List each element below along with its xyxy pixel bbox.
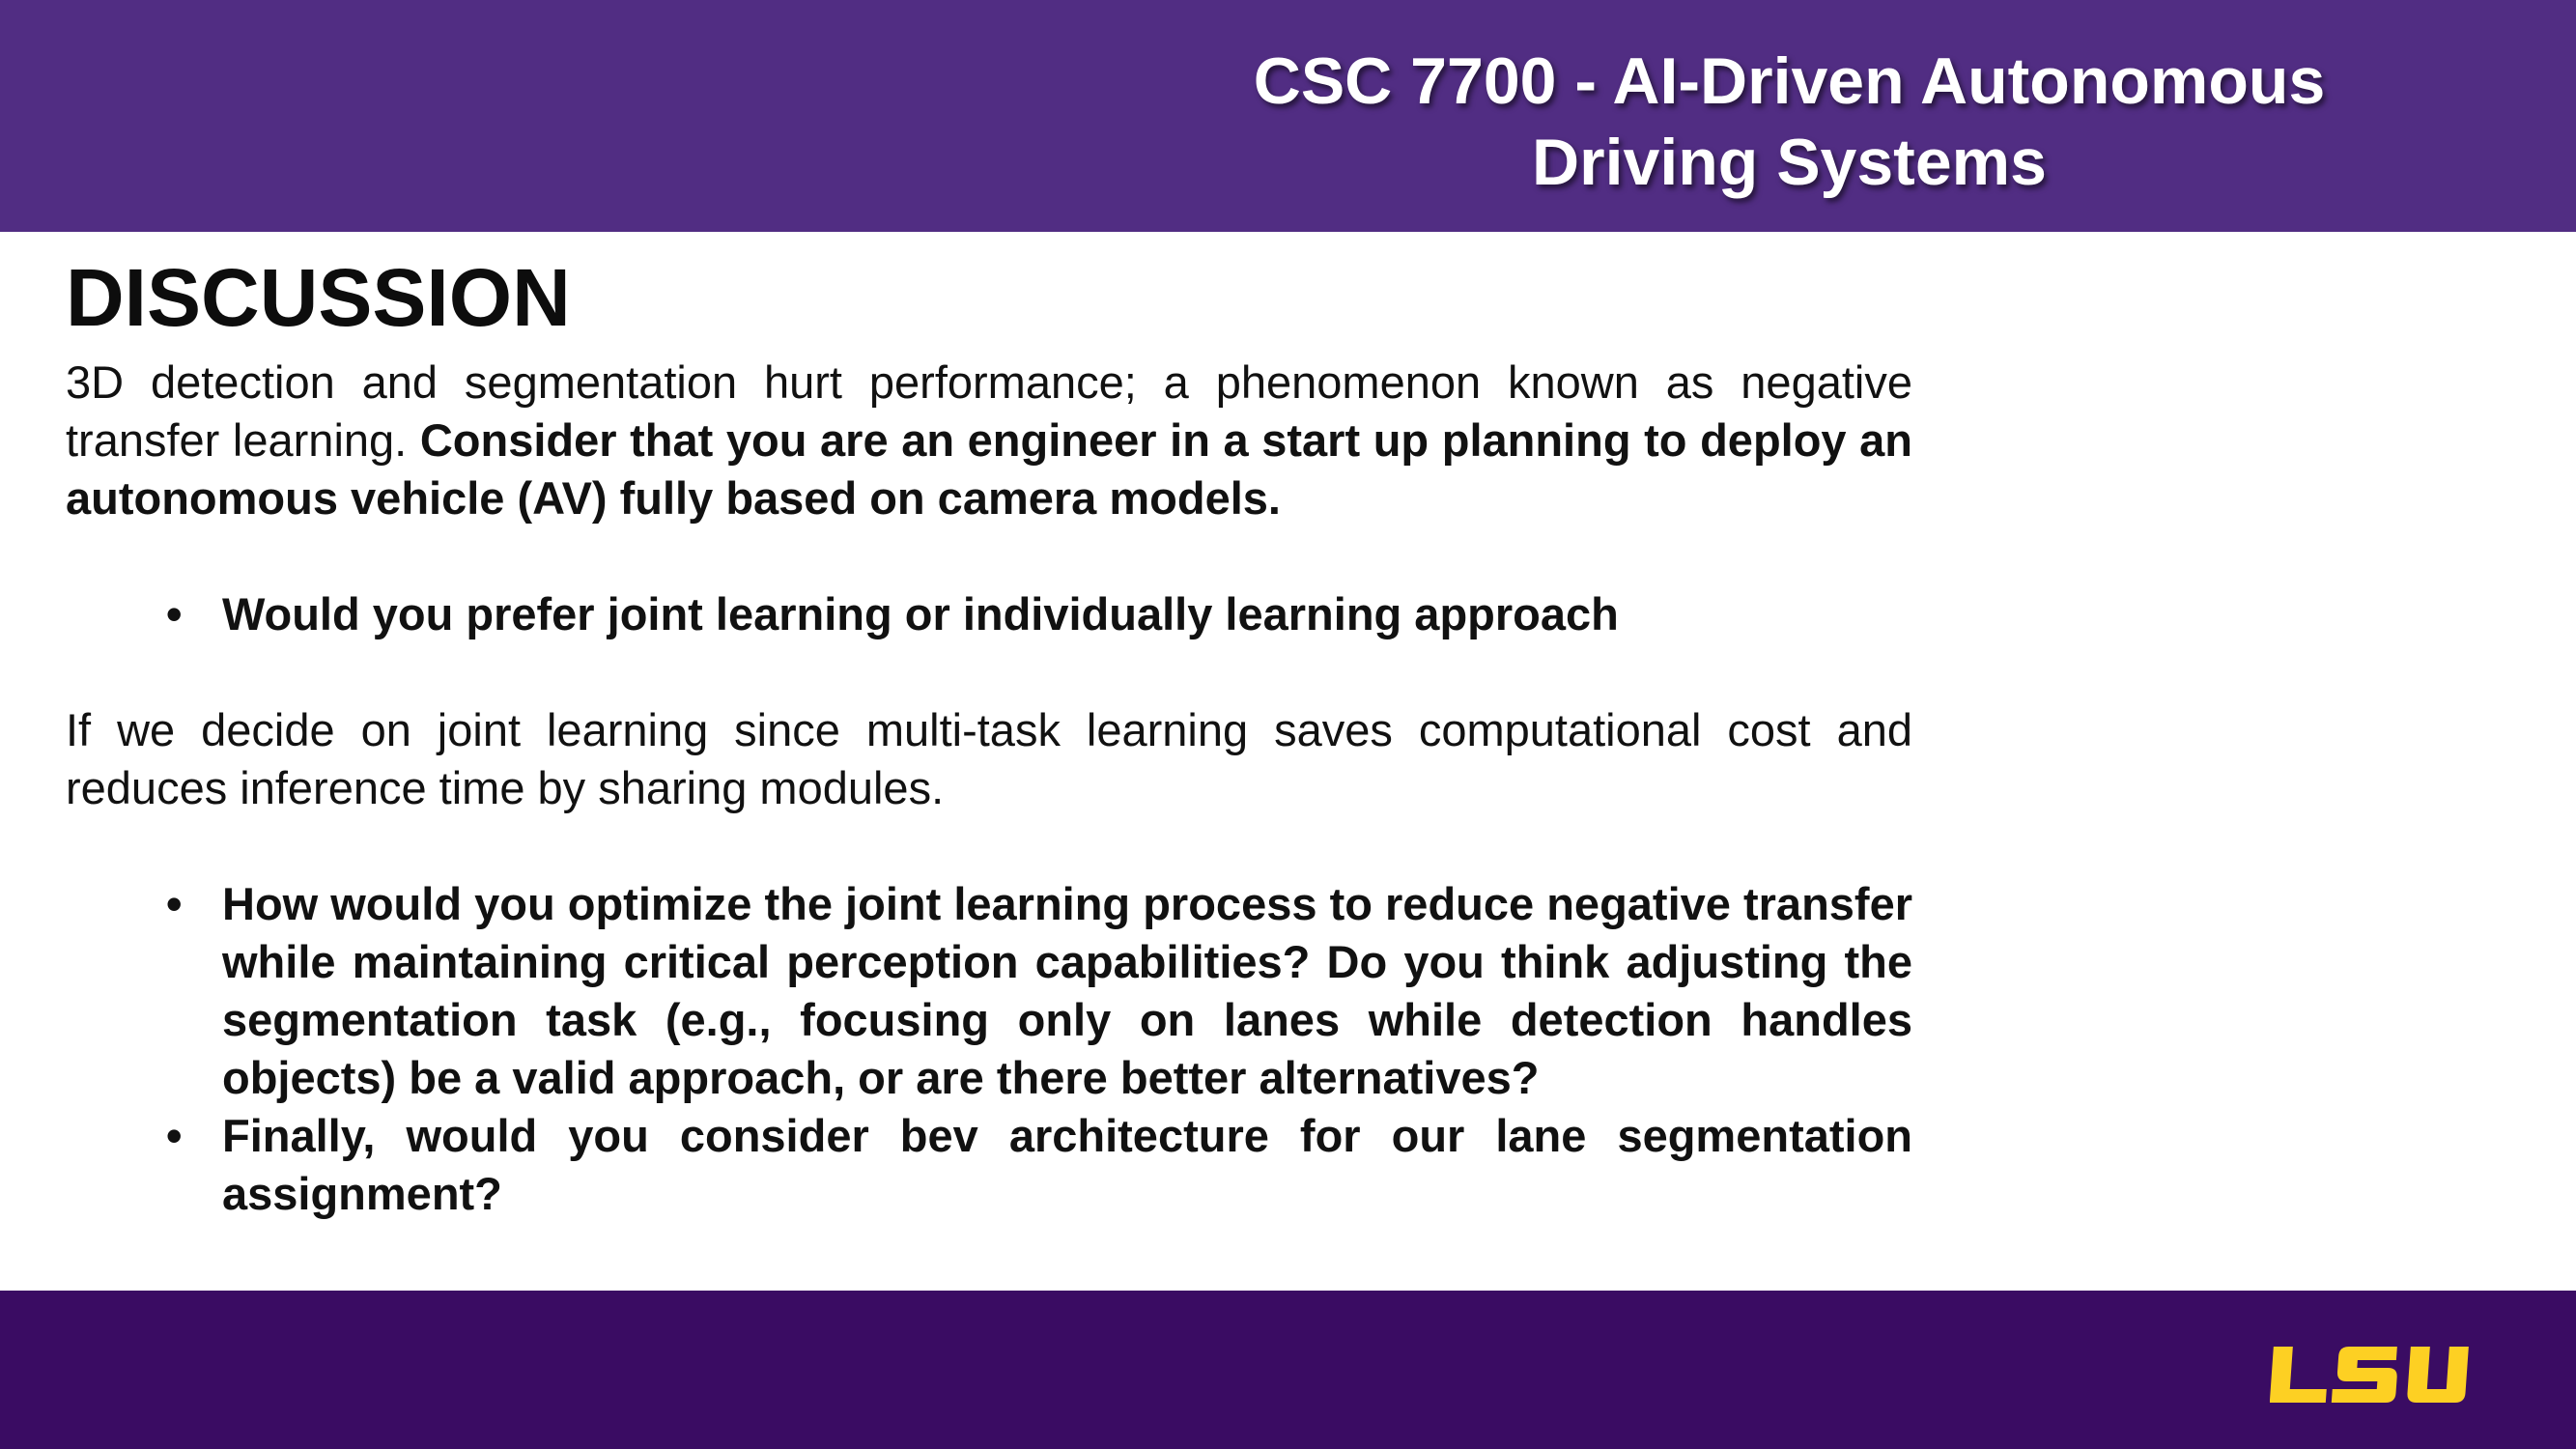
question-text: How would you optimize the joint learnin… [222, 878, 1912, 1103]
bullet-icon: • [166, 588, 183, 639]
joint-learning-paragraph: If we decide on joint learning since mul… [66, 704, 1912, 813]
course-title-line2: Driving Systems [1532, 126, 2047, 199]
slide-body: 3D detection and segmentation hurt perfo… [66, 354, 1912, 1223]
question-bev-architecture: • Finally, would you consider bev archit… [166, 1107, 1912, 1223]
question-joint-vs-individual: • Would you prefer joint learning or ind… [166, 585, 1912, 643]
question-list-2: • How would you optimize the joint learn… [66, 875, 1912, 1223]
spacer [66, 643, 1912, 701]
question-text: Finally, would you consider bev architec… [222, 1110, 1912, 1219]
intro-paragraph: 3D detection and segmentation hurt perfo… [66, 354, 1912, 527]
spacer [66, 817, 1912, 875]
slide-heading: DISCUSSION [66, 252, 571, 343]
question-list-1: • Would you prefer joint learning or ind… [66, 585, 1912, 643]
course-title-line1: CSC 7700 - AI-Driven Autonomous [1253, 44, 2326, 118]
intro-bold-text: Consider that you are an engineer in a s… [66, 414, 1913, 524]
bullet-icon: • [166, 1110, 183, 1161]
intro-plain-text: 3D detection and segmentation hurt perfo… [66, 356, 1912, 466]
bullet-icon: • [166, 878, 183, 929]
question-text: Would you prefer joint learning or indiv… [222, 588, 1619, 639]
question-optimize-joint-learning: • How would you optimize the joint learn… [166, 875, 1912, 1107]
footer-band [0, 1291, 2576, 1449]
lsu-logo: LSU [2270, 1347, 2469, 1403]
spacer [66, 527, 1912, 585]
course-title: CSC 7700 - AI-Driven Autonomous Driving … [1159, 41, 2420, 203]
header-band [0, 0, 2576, 232]
